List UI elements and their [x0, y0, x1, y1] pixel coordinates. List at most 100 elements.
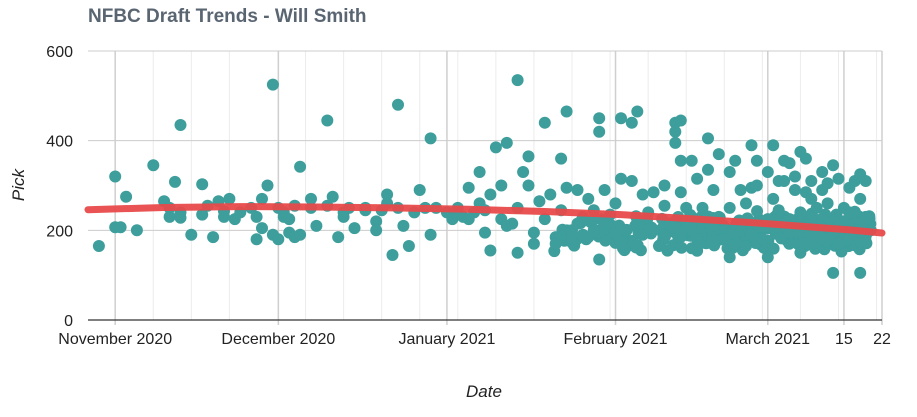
- data-point: [751, 205, 764, 218]
- data-point: [658, 199, 671, 212]
- data-point: [294, 160, 307, 173]
- data-point: [332, 231, 345, 244]
- data-point: [326, 190, 339, 203]
- data-point: [658, 179, 671, 192]
- x-tick-label: November 2020: [58, 331, 172, 348]
- data-point: [130, 224, 143, 237]
- data-point: [821, 177, 834, 190]
- data-point: [424, 132, 437, 145]
- data-point: [674, 114, 687, 127]
- data-point: [685, 154, 698, 167]
- data-point: [750, 154, 763, 167]
- data-point: [794, 246, 807, 259]
- data-point: [321, 114, 334, 127]
- data-point: [712, 148, 725, 161]
- x-tick-label: 15: [835, 331, 853, 348]
- data-point: [294, 228, 307, 241]
- x-tick-label: 22: [873, 331, 891, 348]
- data-point: [256, 222, 268, 235]
- data-point: [614, 235, 627, 248]
- data-point: [169, 175, 181, 188]
- tick-labels: November 2020 December 2020 January 2021 Fe…: [46, 44, 891, 348]
- x-tick-label: January 2021: [398, 331, 495, 348]
- data-point: [810, 201, 823, 214]
- data-point: [598, 219, 611, 232]
- data-point: [174, 211, 187, 224]
- data-point: [527, 237, 540, 250]
- data-point: [647, 186, 660, 199]
- data-point: [609, 197, 622, 210]
- data-point: [816, 213, 828, 226]
- data-point: [560, 181, 573, 194]
- data-point: [783, 157, 796, 170]
- data-point: [745, 139, 758, 152]
- data-point: [729, 237, 742, 250]
- data-point: [424, 228, 437, 241]
- data-point: [854, 266, 867, 279]
- data-point: [283, 213, 296, 226]
- data-point: [473, 166, 486, 178]
- data-point: [631, 105, 644, 118]
- data-point: [718, 233, 731, 246]
- data-point: [756, 233, 769, 246]
- data-point: [723, 251, 736, 264]
- data-point: [163, 210, 176, 223]
- data-point: [207, 231, 220, 244]
- data-point: [587, 224, 600, 237]
- data-point: [402, 240, 415, 252]
- data-point: [691, 233, 704, 246]
- data-point: [593, 253, 606, 266]
- data-point: [582, 192, 595, 205]
- data-point: [680, 201, 693, 214]
- data-point: [109, 170, 122, 183]
- data-point: [827, 266, 840, 279]
- data-point: [659, 230, 671, 243]
- data-point: [734, 224, 747, 237]
- data-point: [740, 197, 752, 210]
- data-point: [538, 116, 551, 129]
- data-point: [386, 249, 399, 261]
- data-point: [484, 188, 497, 201]
- data-point: [691, 172, 704, 185]
- data-point: [772, 204, 785, 217]
- data-point: [593, 112, 606, 125]
- data-point: [538, 213, 551, 226]
- data-point: [593, 125, 606, 138]
- data-point: [794, 206, 807, 219]
- data-point: [723, 166, 736, 178]
- data-point: [647, 224, 660, 237]
- data-point: [381, 188, 394, 201]
- data-point: [609, 226, 622, 239]
- data-point: [484, 244, 497, 257]
- data-point: [571, 184, 584, 196]
- data-point: [859, 235, 872, 248]
- data-point: [767, 139, 780, 152]
- data-point: [630, 241, 643, 254]
- data-point: [805, 192, 818, 205]
- trend-line-path: [84, 203, 886, 237]
- data-point: [370, 224, 383, 237]
- data-point: [625, 116, 638, 129]
- data-point: [196, 178, 209, 191]
- chart-title: NFBC Draft Trends - Will Smith: [88, 6, 367, 27]
- data-point: [522, 150, 535, 163]
- data-point: [511, 74, 524, 87]
- data-point: [674, 154, 687, 167]
- data-point: [799, 152, 812, 165]
- data-point: [767, 192, 780, 205]
- data-point: [843, 206, 856, 219]
- data-point: [696, 201, 709, 214]
- data-point: [615, 112, 627, 125]
- data-point: [827, 159, 840, 172]
- data-point: [397, 219, 410, 232]
- data-point: [636, 228, 649, 241]
- x-axis-title: Date: [466, 382, 502, 401]
- data-point: [479, 226, 491, 239]
- data-point: [707, 184, 720, 196]
- data-points: [92, 74, 877, 279]
- data-point: [560, 105, 573, 118]
- data-point: [517, 166, 530, 178]
- data-point: [305, 192, 317, 205]
- data-point: [218, 210, 230, 223]
